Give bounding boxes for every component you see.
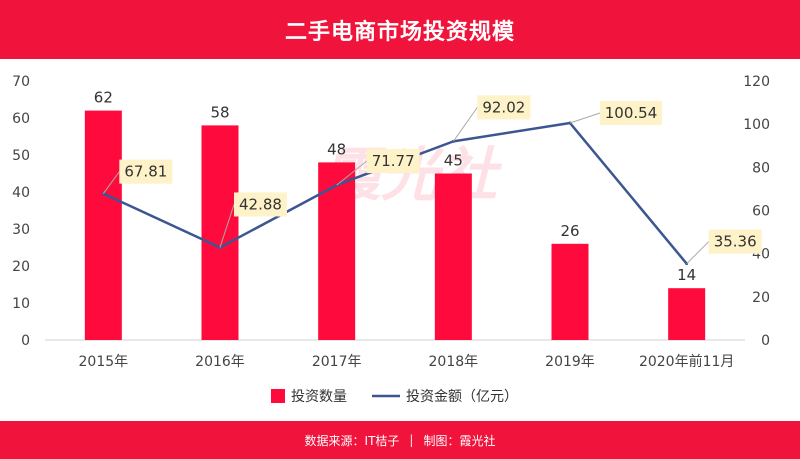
bar-data-label: 48	[327, 140, 346, 158]
x-tick-label: 2018年	[429, 354, 479, 370]
line-data-label: 67.81	[124, 163, 167, 181]
line-label-box	[600, 101, 662, 126]
bar-投资数量	[84, 110, 122, 340]
y-right-tick-label: 100	[743, 117, 770, 133]
legend-label-bar: 投资数量	[291, 389, 347, 405]
y-left-tick-label: 20	[12, 259, 30, 275]
line-label-leader	[452, 107, 478, 142]
legend-swatch-bar	[271, 389, 285, 403]
line-data-label: 92.02	[482, 98, 525, 116]
x-tick-label: 2015年	[79, 354, 129, 370]
x-tick-label: 2020年前11月	[639, 353, 734, 370]
bar-投资数量	[551, 243, 589, 340]
legend-label-line: 投资金额（亿元）	[406, 389, 518, 405]
line-data-label: 35.36	[714, 233, 757, 251]
bar-data-label: 26	[560, 222, 579, 240]
y-left-tick-label: 70	[12, 74, 30, 90]
footer-separator: |	[409, 433, 414, 447]
footer-source: 数据来源：IT桔子	[304, 433, 400, 448]
line-label-leader	[686, 241, 710, 265]
y-left-tick-label: 10	[12, 296, 30, 312]
bar-投资数量	[318, 162, 356, 340]
chart-title-bar: 二手电商市场投资规模	[0, 0, 800, 59]
bar-投资数量	[201, 125, 239, 341]
y-right-tick-label: 0	[761, 333, 770, 349]
y-right-tick-label: 60	[752, 204, 770, 220]
bar-data-label: 58	[210, 103, 229, 121]
bar-投资数量	[668, 288, 706, 340]
y-right-tick-label: 120	[743, 74, 770, 90]
line-label-leader	[569, 112, 601, 124]
line-label-leader	[219, 204, 235, 248]
footer-bar: 数据来源：IT桔子 | 制图：霞光社	[0, 421, 800, 459]
y-left-tick-label: 0	[21, 333, 30, 349]
line-label-box	[366, 149, 420, 174]
line-data-label: 71.77	[372, 152, 415, 170]
line-label-box	[477, 95, 531, 120]
line-data-label: 100.54	[605, 104, 658, 122]
y-right-tick-label: 20	[752, 290, 770, 306]
bar-投资数量	[434, 173, 472, 340]
line-label-leader	[336, 160, 367, 186]
line-data-label: 42.88	[239, 195, 282, 213]
y-left-tick-label: 60	[12, 111, 30, 127]
x-tick-label: 2019年	[545, 354, 595, 370]
y-left-tick-label: 50	[12, 148, 30, 164]
line-label-leader	[102, 171, 120, 194]
chart-title: 二手电商市场投资规模	[284, 19, 515, 45]
line-label-box	[708, 229, 762, 254]
bar-data-label: 62	[94, 89, 113, 107]
line-label-box	[234, 192, 287, 217]
footer-maker: 制图：霞光社	[423, 433, 496, 448]
x-tick-label: 2016年	[195, 354, 245, 370]
bar-data-label: 14	[677, 266, 696, 284]
bar-data-label: 45	[444, 152, 463, 170]
y-left-tick-label: 30	[12, 222, 30, 238]
line-label-box	[119, 159, 173, 184]
x-tick-label: 2017年	[312, 354, 362, 370]
y-left-tick-label: 40	[12, 185, 30, 201]
y-right-tick-label: 80	[752, 160, 770, 176]
